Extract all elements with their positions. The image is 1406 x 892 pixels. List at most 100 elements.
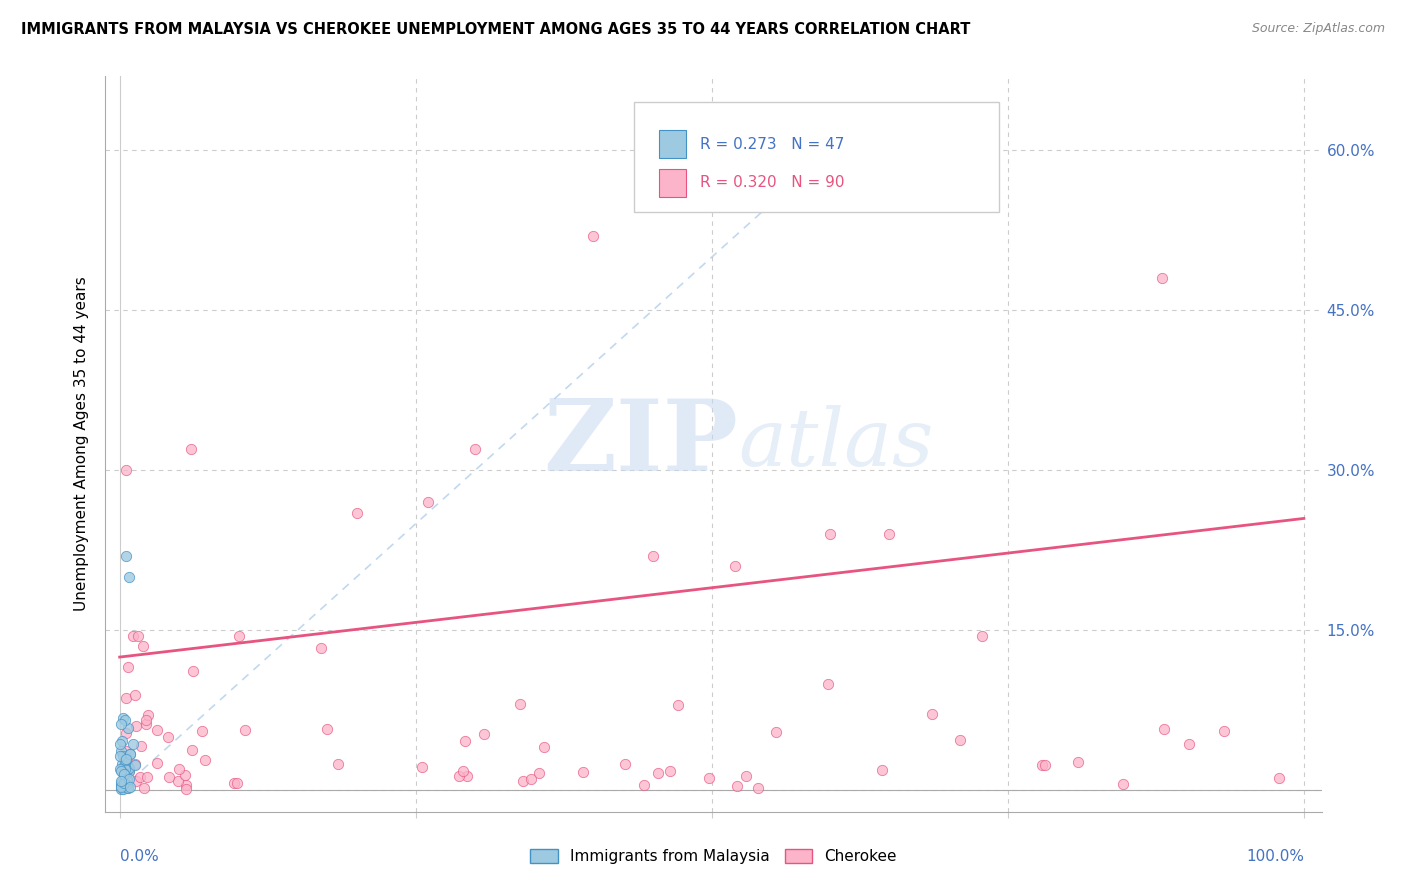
Point [449,769,471,783]
Point [112,766,135,780]
Point [114,726,136,740]
Point [533,740,555,755]
Point [114,770,136,784]
Point [157,730,180,744]
Point [135,714,157,728]
Point [115,780,138,794]
Point [110,749,132,764]
Point [114,549,136,563]
FancyBboxPatch shape [659,169,686,196]
Point [124,688,146,702]
Point [174,782,197,797]
Point [129,739,152,754]
Point [125,774,148,789]
Point [411,760,433,774]
Point [817,676,839,690]
Point [157,770,180,784]
Point [1150,271,1173,285]
Point [658,764,681,778]
Point [118,764,141,778]
Point [114,750,136,764]
Text: R = 0.273   N = 47: R = 0.273 N = 47 [700,136,845,152]
Point [110,737,132,751]
Point [633,778,655,792]
Point [472,727,495,741]
Point [346,506,368,520]
Point [132,780,155,795]
Point [167,762,190,776]
Point [181,742,204,756]
Point [110,744,132,758]
Point [117,781,139,796]
Point [125,719,148,733]
Point [118,760,141,774]
Point [222,776,245,790]
Point [136,708,159,723]
Point [111,734,134,748]
Point [1067,756,1090,770]
Point [1031,758,1053,772]
Point [114,780,136,794]
Point [110,776,132,790]
Point [166,774,188,789]
Point [879,527,901,541]
Point [725,780,748,794]
Point [118,772,141,786]
Point [110,781,132,796]
Point [724,559,747,574]
Point [519,772,541,786]
Point [226,776,249,790]
Point [114,753,136,767]
Text: IMMIGRANTS FROM MALAYSIA VS CHEROKEE UNEMPLOYMENT AMONG AGES 35 TO 44 YEARS CORR: IMMIGRANTS FROM MALAYSIA VS CHEROKEE UNE… [21,22,970,37]
Point [1213,724,1236,739]
Point [454,734,477,748]
Point [582,228,605,243]
Point [228,629,250,643]
Point [132,639,155,653]
Point [747,780,769,795]
Point [115,764,138,778]
Point [647,765,669,780]
Point [527,765,550,780]
Point [1033,758,1056,772]
FancyBboxPatch shape [659,130,686,159]
Point [949,733,972,747]
Point [1112,777,1135,791]
Point [136,770,159,784]
Point [311,641,333,656]
Point [416,495,439,509]
Point [124,758,146,772]
Point [112,759,135,773]
Point [1178,737,1201,751]
Point [121,629,143,643]
Text: Source: ZipAtlas.com: Source: ZipAtlas.com [1251,22,1385,36]
Point [110,780,132,795]
Point [233,723,256,738]
Point [114,762,136,776]
Point [110,716,132,731]
Point [114,713,136,727]
Point [173,768,195,782]
Point [110,773,132,788]
Point [451,764,474,779]
Point [735,769,758,783]
Point [180,442,202,456]
Point [641,549,664,563]
Point [114,463,136,477]
Point [316,723,339,737]
Point [174,778,197,792]
Point [190,723,212,738]
Point [129,770,152,784]
FancyBboxPatch shape [634,102,1000,212]
Point [456,769,478,783]
Point [118,570,141,584]
Point [112,711,135,725]
Point [117,660,139,674]
Point [112,782,135,797]
Point [870,763,893,777]
Point [115,781,138,796]
Point [114,691,136,706]
Point [111,757,134,772]
Point [114,744,136,758]
Point [124,756,146,771]
